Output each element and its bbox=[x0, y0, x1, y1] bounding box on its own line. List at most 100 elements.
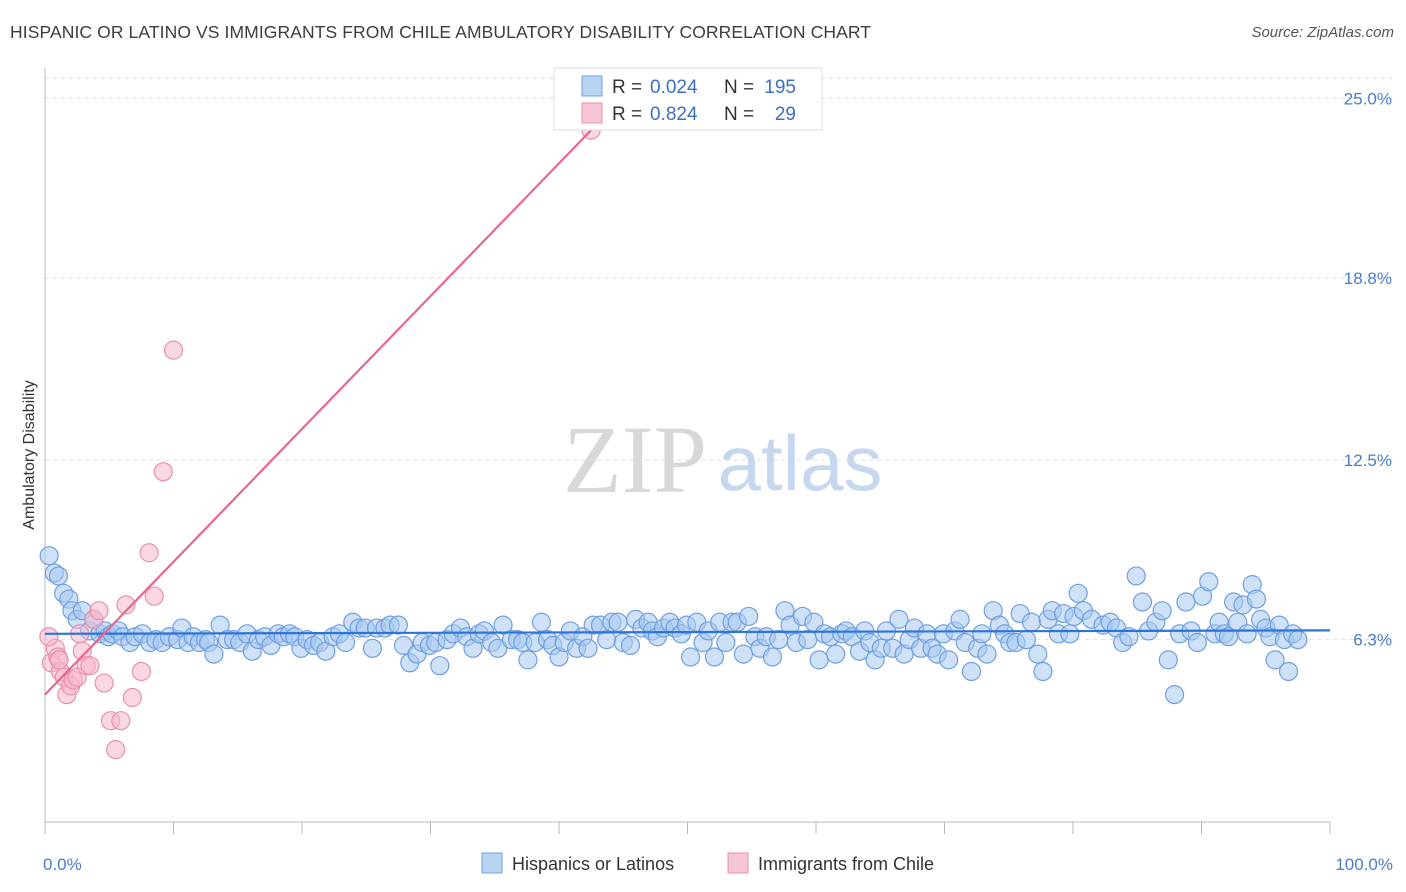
data-point bbox=[961, 661, 982, 682]
y-tick-labels: 6.3% 12.5% 18.8% 25.0% bbox=[1344, 89, 1392, 649]
data-point bbox=[393, 635, 414, 656]
data-point bbox=[1176, 592, 1196, 612]
x-tick-label: 0.0% bbox=[43, 855, 82, 874]
data-point bbox=[1246, 589, 1267, 609]
data-point bbox=[620, 635, 641, 656]
y-axis-label: Ambulatory Disability bbox=[21, 380, 38, 529]
trend-line bbox=[44, 129, 592, 696]
data-point bbox=[362, 638, 383, 658]
x-tick-label: 100.0% bbox=[1335, 855, 1393, 874]
legend-n-label: N = bbox=[724, 104, 754, 125]
data-point bbox=[531, 612, 551, 632]
y-tick-label: 12.5% bbox=[1344, 451, 1392, 470]
data-point bbox=[1187, 632, 1207, 653]
legend-series-swatch-hispanic bbox=[481, 852, 503, 874]
data-point bbox=[939, 650, 959, 670]
data-point bbox=[163, 340, 184, 360]
data-point bbox=[1028, 644, 1048, 664]
data-point bbox=[131, 661, 151, 682]
data-point bbox=[94, 673, 114, 693]
legend-r-value: 0.024 bbox=[650, 77, 698, 98]
data-point bbox=[1218, 627, 1239, 647]
x-tick-labels: 0.0% 100.0% bbox=[43, 855, 1393, 874]
data-point bbox=[204, 644, 224, 664]
legend-r-label: R = bbox=[612, 104, 642, 125]
grid-lines bbox=[45, 77, 1392, 641]
data-point bbox=[335, 632, 356, 653]
legend-series-label-chile: Immigrants from Chile bbox=[758, 854, 934, 874]
legend-n-label: N = bbox=[724, 77, 754, 98]
data-point bbox=[106, 740, 126, 760]
axes bbox=[44, 68, 1331, 834]
data-point bbox=[977, 644, 997, 664]
data-point bbox=[144, 586, 164, 606]
data-point bbox=[769, 630, 789, 650]
data-point bbox=[116, 595, 136, 615]
data-point bbox=[1126, 566, 1146, 586]
data-point bbox=[608, 612, 628, 632]
legend-series: Hispanics or Latinos Immigrants from Chi… bbox=[481, 852, 934, 874]
legend-stats-row-2: R = 0.824 N = 29 bbox=[581, 102, 796, 125]
data-point bbox=[139, 543, 159, 563]
legend-n-value: 195 bbox=[764, 77, 796, 98]
y-tick-label: 25.0% bbox=[1344, 89, 1392, 108]
data-point bbox=[111, 711, 131, 731]
watermark-zip: ZIP bbox=[563, 406, 707, 513]
data-point bbox=[518, 650, 538, 670]
data-point bbox=[1237, 624, 1257, 644]
legend-series-swatch-chile bbox=[727, 852, 749, 874]
legend-series-label-hispanic: Hispanics or Latinos bbox=[512, 854, 674, 874]
data-point bbox=[1288, 630, 1308, 650]
y-tick-label: 6.3% bbox=[1353, 631, 1392, 650]
data-point bbox=[972, 624, 992, 644]
legend-swatch-hispanic bbox=[581, 75, 603, 97]
data-point bbox=[578, 638, 598, 658]
data-point bbox=[80, 656, 100, 676]
data-point bbox=[681, 647, 701, 667]
chart-title: HISPANIC OR LATINO VS IMMIGRANTS FROM CH… bbox=[10, 22, 872, 42]
data-points bbox=[39, 120, 1308, 760]
data-point bbox=[430, 656, 450, 676]
data-point bbox=[1119, 627, 1139, 647]
data-point bbox=[716, 632, 736, 653]
data-point bbox=[1199, 572, 1219, 592]
watermark-atlas: atlas bbox=[718, 419, 883, 507]
data-point bbox=[950, 609, 970, 629]
legend-r-value: 0.824 bbox=[650, 104, 698, 125]
data-point bbox=[809, 650, 829, 670]
y-tick-label: 18.8% bbox=[1344, 269, 1392, 288]
legend-stats: R = 0.024 N = 195 R = 0.824 N = 29 bbox=[553, 67, 823, 131]
data-point bbox=[89, 601, 109, 621]
data-point bbox=[488, 638, 508, 658]
data-point bbox=[1278, 661, 1299, 682]
data-point bbox=[1060, 624, 1080, 644]
data-point bbox=[1152, 601, 1172, 621]
data-point bbox=[1158, 650, 1178, 670]
legend-r-label: R = bbox=[612, 77, 642, 98]
data-point bbox=[493, 615, 513, 635]
trend-line bbox=[44, 629, 1331, 635]
data-point bbox=[48, 566, 69, 586]
data-point bbox=[153, 462, 173, 482]
data-point bbox=[739, 606, 759, 627]
legend-stats-row-1: R = 0.024 N = 195 bbox=[581, 75, 796, 98]
data-point bbox=[889, 609, 909, 629]
trend-lines bbox=[44, 129, 1331, 696]
data-point bbox=[704, 647, 725, 667]
data-point bbox=[1033, 661, 1053, 682]
watermark: ZIP atlas bbox=[563, 406, 882, 513]
source-credit: Source: ZipAtlas.com bbox=[1251, 24, 1394, 41]
data-point bbox=[1132, 592, 1153, 612]
data-point bbox=[39, 546, 59, 566]
data-point bbox=[826, 644, 846, 664]
data-point bbox=[1164, 685, 1185, 705]
data-point bbox=[1016, 630, 1036, 650]
data-point bbox=[733, 644, 754, 664]
data-point bbox=[39, 627, 59, 647]
data-point bbox=[1265, 650, 1285, 670]
data-point bbox=[49, 650, 69, 670]
legend-n-value: 29 bbox=[775, 104, 796, 125]
data-point bbox=[762, 647, 783, 667]
data-point bbox=[798, 630, 818, 650]
